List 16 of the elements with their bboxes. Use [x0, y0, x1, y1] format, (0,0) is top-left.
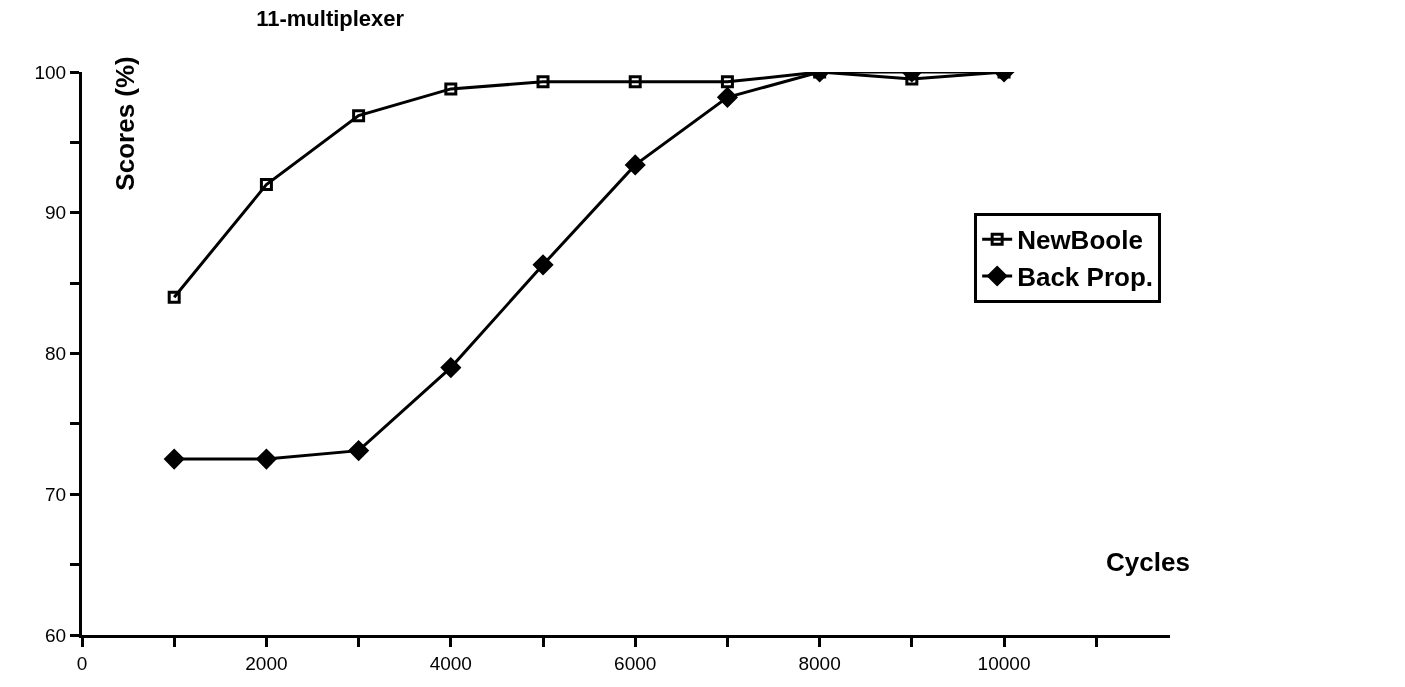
- x-tick-label: 10000: [977, 652, 1031, 674]
- y-tick-label: 90: [45, 202, 67, 224]
- x-axis-title: Cycles: [1106, 547, 1190, 577]
- y-tick-label: 60: [45, 624, 67, 646]
- y-axis-title: Scores (%): [110, 56, 141, 191]
- chart-title: 11-multiplexer: [256, 5, 405, 31]
- y-tick-label: 70: [45, 483, 67, 505]
- x-tick-label: 0: [76, 652, 88, 674]
- x-tick-label: 6000: [614, 652, 657, 674]
- x-tick-label: 2000: [245, 652, 288, 674]
- legend-label: Back Prop.: [1017, 262, 1153, 293]
- y-tick-label: 100: [34, 61, 67, 83]
- x-tick-label: 8000: [798, 652, 841, 674]
- y-tick-label: 80: [45, 343, 67, 365]
- legend-label: NewBoole: [1017, 225, 1143, 256]
- x-tick-label: 4000: [429, 652, 472, 674]
